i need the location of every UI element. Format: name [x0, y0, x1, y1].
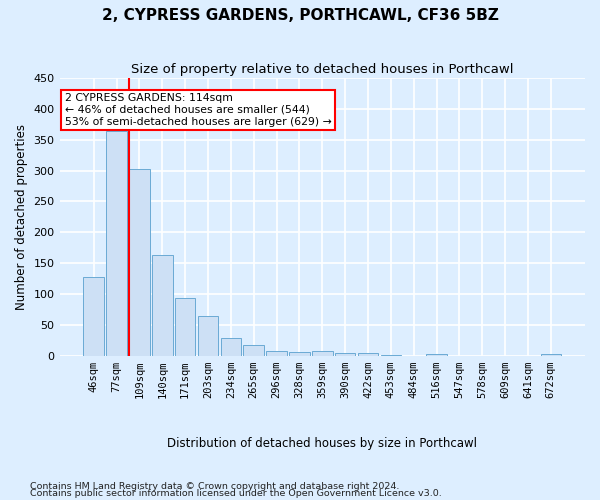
Bar [106, 130, 127, 356]
Text: Contains public sector information licensed under the Open Government Licence v3: Contains public sector information licen… [30, 488, 442, 498]
Bar [175, 298, 196, 356]
Bar [221, 338, 241, 356]
Title: Size of property relative to detached houses in Porthcawl: Size of property relative to detached ho… [131, 62, 514, 76]
Bar [358, 354, 378, 356]
Bar [312, 351, 332, 356]
Bar [83, 278, 104, 356]
Bar [129, 169, 150, 356]
Bar [335, 354, 355, 356]
Bar [244, 346, 264, 356]
Text: 2 CYPRESS GARDENS: 114sqm
← 46% of detached houses are smaller (544)
53% of semi: 2 CYPRESS GARDENS: 114sqm ← 46% of detac… [65, 94, 332, 126]
Y-axis label: Number of detached properties: Number of detached properties [15, 124, 28, 310]
Bar [541, 354, 561, 356]
Bar [380, 355, 401, 356]
Bar [266, 351, 287, 356]
Bar [426, 354, 447, 356]
Text: Contains HM Land Registry data © Crown copyright and database right 2024.: Contains HM Land Registry data © Crown c… [30, 482, 400, 491]
Text: 2, CYPRESS GARDENS, PORTHCAWL, CF36 5BZ: 2, CYPRESS GARDENS, PORTHCAWL, CF36 5BZ [101, 8, 499, 22]
Bar [289, 352, 310, 356]
X-axis label: Distribution of detached houses by size in Porthcawl: Distribution of detached houses by size … [167, 437, 477, 450]
Bar [198, 316, 218, 356]
Bar [152, 255, 173, 356]
